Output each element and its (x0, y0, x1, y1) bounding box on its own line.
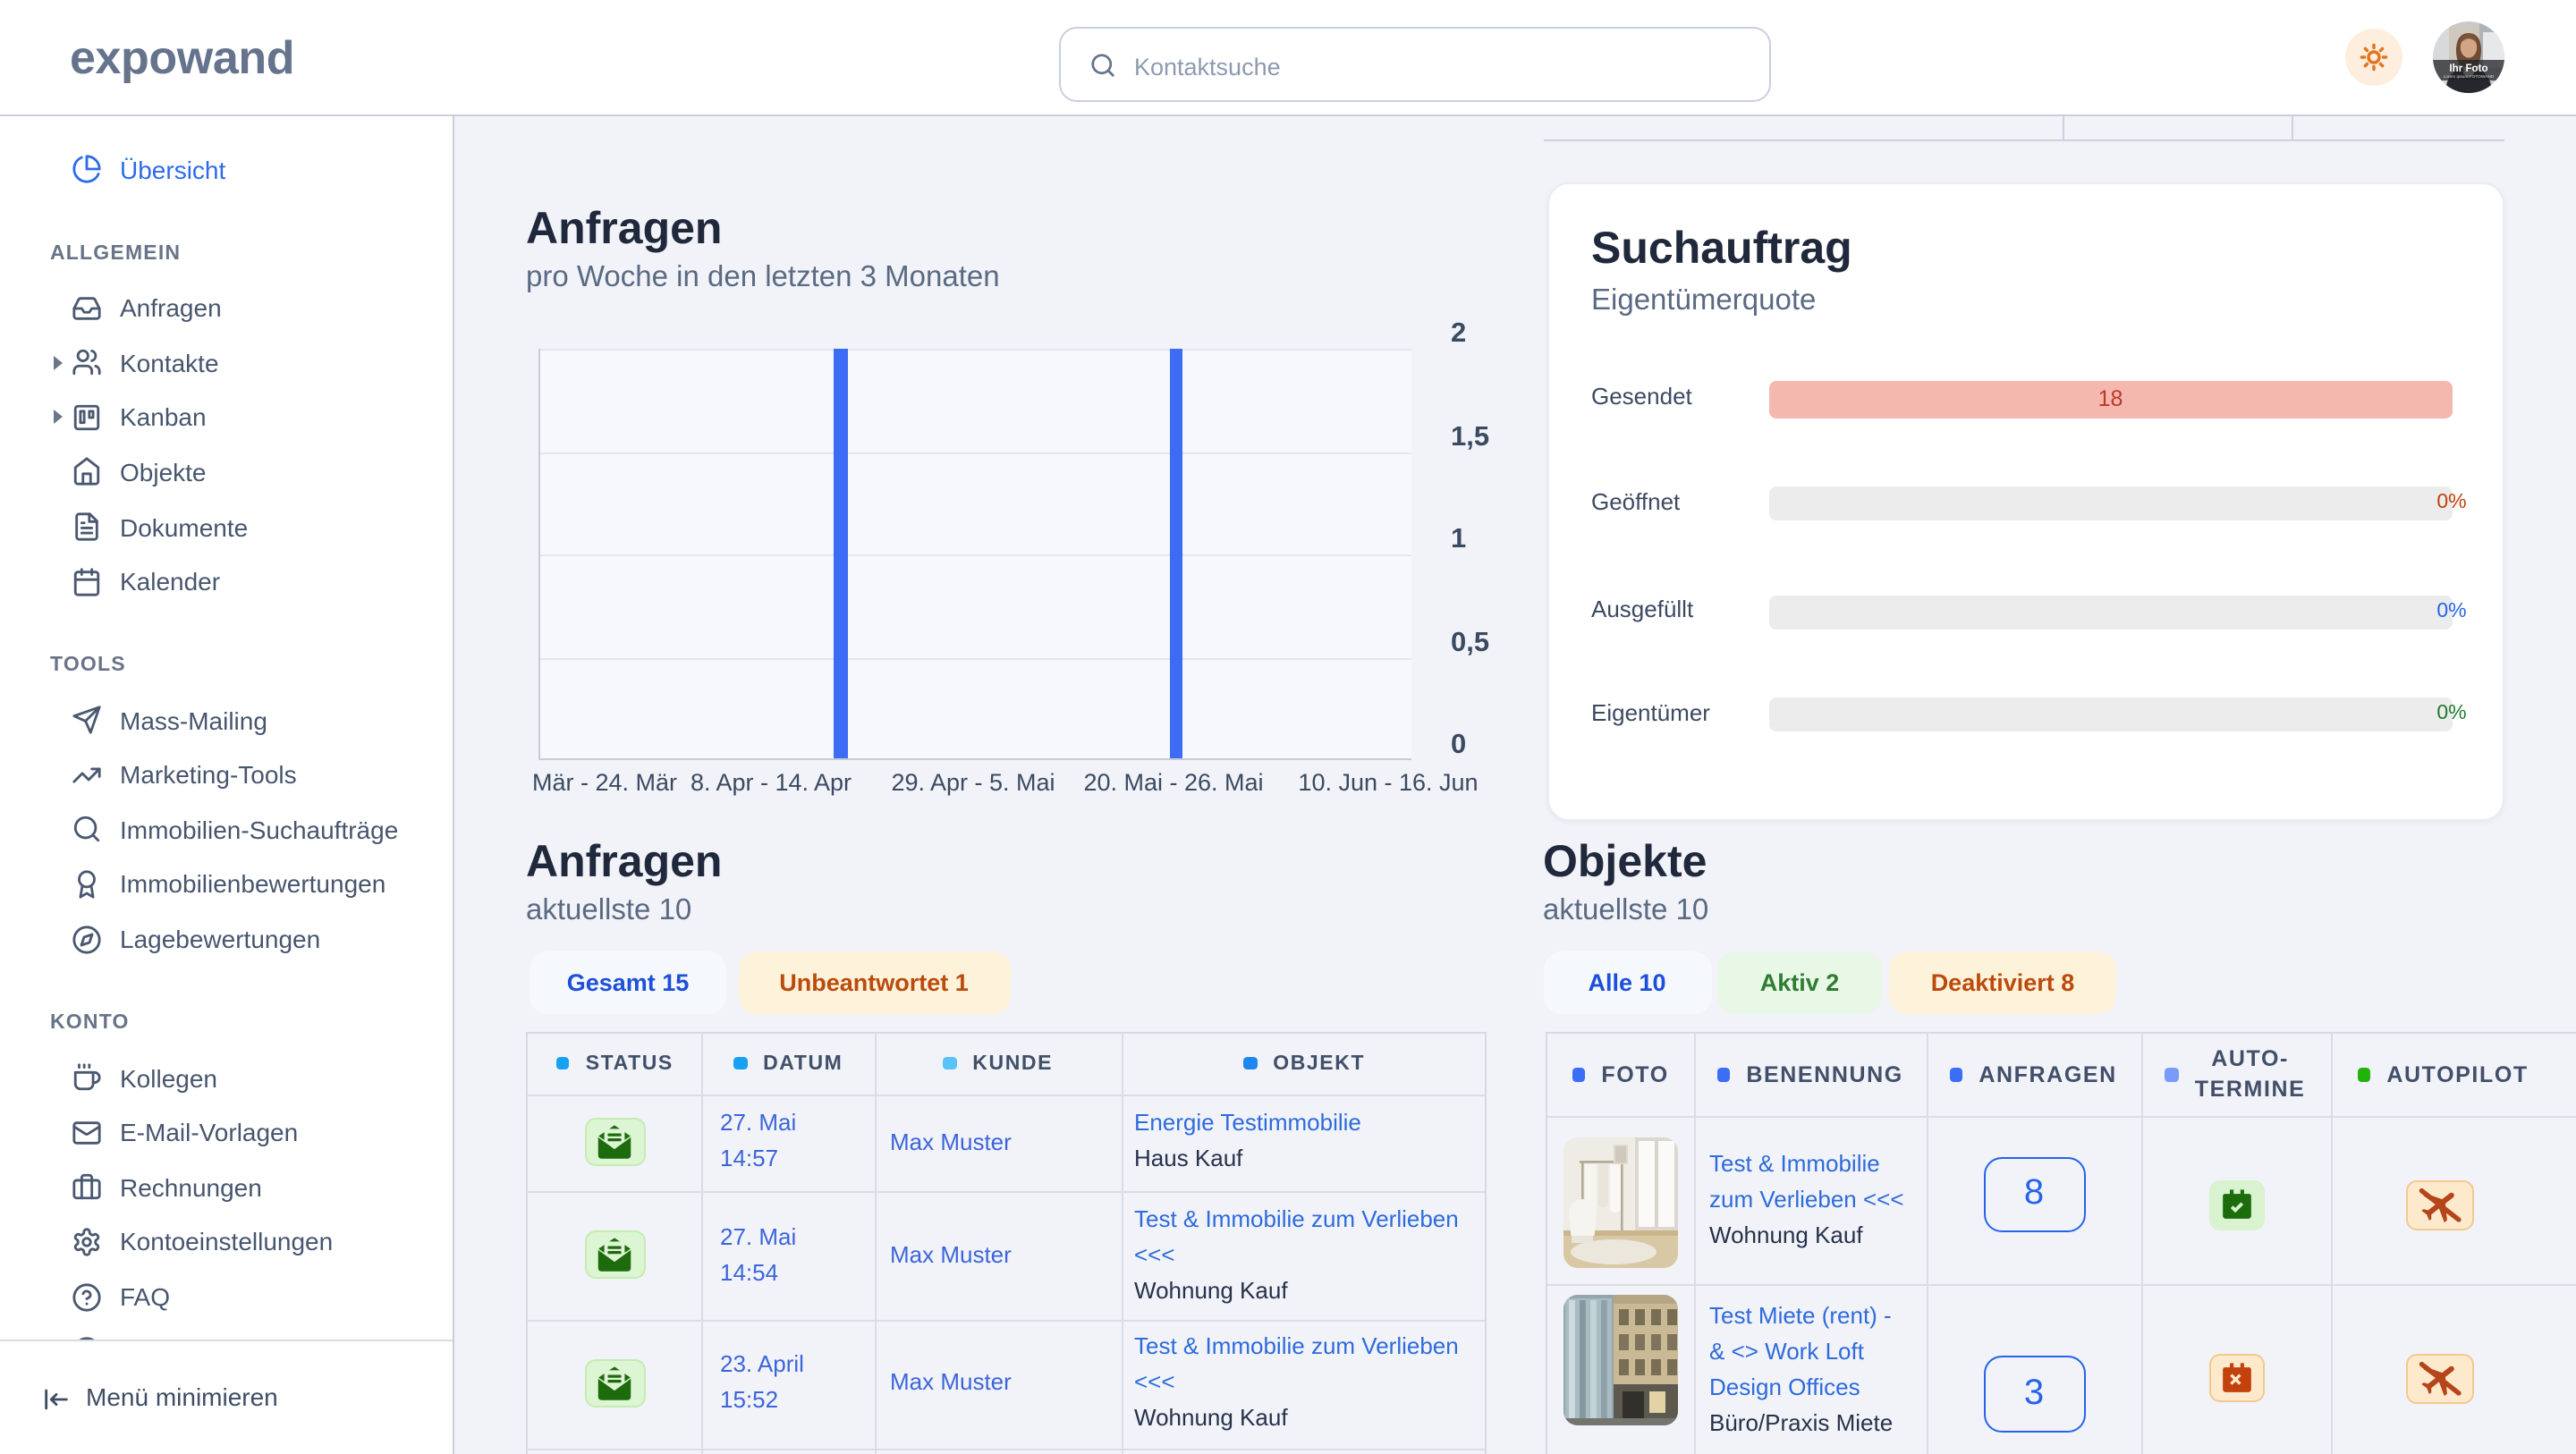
svg-text:Ihr Foto: Ihr Foto (2449, 63, 2487, 74)
svg-text:Lorem ipsum FOTOWAND: Lorem ipsum FOTOWAND (2444, 74, 2495, 80)
